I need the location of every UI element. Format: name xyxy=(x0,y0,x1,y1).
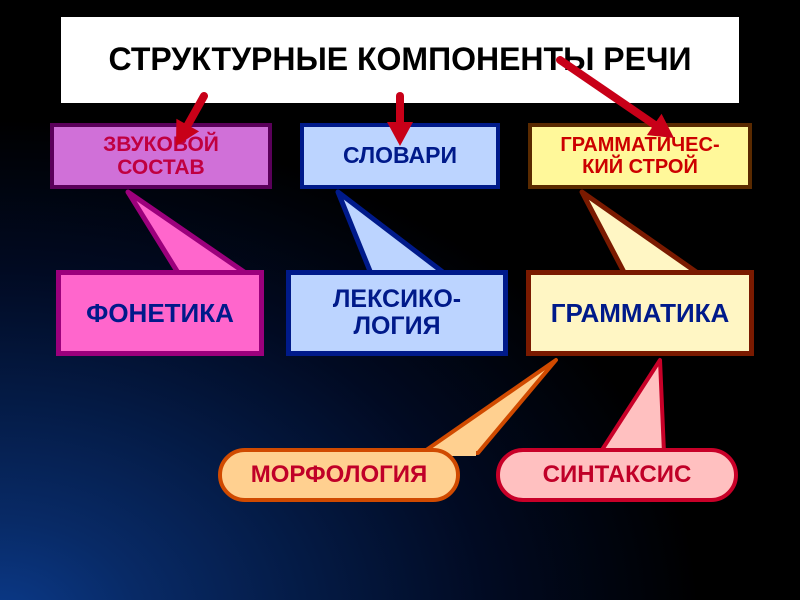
node-slovari-label: СЛОВАРИ xyxy=(343,143,457,168)
node-gram: ГРАММАТИЧЕС-КИЙ СТРОЙ xyxy=(528,123,752,189)
node-gramm: ГРАММАТИКА xyxy=(526,270,754,356)
node-slovari: СЛОВАРИ xyxy=(300,123,500,189)
title-box: СТРУКТУРНЫЕ КОМПОНЕНТЫ РЕЧИ xyxy=(58,14,742,106)
node-gram-label: ГРАММАТИЧЕС-КИЙ СТРОЙ xyxy=(560,134,719,178)
node-syntax: СИНТАКСИС xyxy=(496,448,738,502)
diagram-stage: СТРУКТУРНЫЕ КОМПОНЕНТЫ РЕЧИ ЗВУКОВОЙСОСТ… xyxy=(0,0,800,600)
node-zvuk-label: ЗВУКОВОЙСОСТАВ xyxy=(103,133,219,179)
node-phon-label: ФОНЕТИКА xyxy=(86,299,234,328)
title-text: СТРУКТУРНЫЕ КОМПОНЕНТЫ РЕЧИ xyxy=(109,42,692,77)
node-morph: МОРФОЛОГИЯ xyxy=(218,448,460,502)
node-lex: ЛЕКСИКО-ЛОГИЯ xyxy=(286,270,508,356)
node-gramm-label: ГРАММАТИКА xyxy=(551,299,730,328)
node-morph-label: МОРФОЛОГИЯ xyxy=(251,462,428,488)
node-lex-label: ЛЕКСИКО-ЛОГИЯ xyxy=(333,286,461,341)
node-syntax-label: СИНТАКСИС xyxy=(543,462,692,488)
node-phon: ФОНЕТИКА xyxy=(56,270,264,356)
node-zvuk: ЗВУКОВОЙСОСТАВ xyxy=(50,123,272,189)
